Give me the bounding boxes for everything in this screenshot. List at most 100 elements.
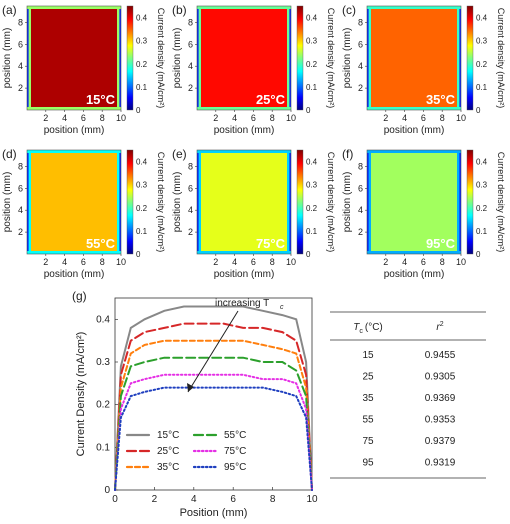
map-panel: (b) 25°C 2 4 6 8 10 position (mm) 2 4 6 8 position (… [172,3,336,136]
map-y-tick-label: 4 [188,61,193,71]
map-y-tick-label: 8 [18,17,23,27]
series-line [114,373,313,491]
map-y-tick-label: 2 [188,83,193,93]
map-x-axis-label: position (mm) [214,269,275,280]
map-x-tick-label: 10 [116,257,126,267]
table-cell-temp: 95 [362,458,374,469]
colorbar-tick-label: 0.1 [136,83,148,92]
map-x-tick-label: 10 [456,257,466,267]
map-y-tick-label: 4 [18,61,23,71]
map-y-tick-label: 6 [358,39,363,49]
map-edge-left [367,6,371,110]
colorbar [466,5,474,111]
map-x-tick-label: 8 [270,257,275,267]
map-x-axis-label: position (mm) [384,125,445,136]
map-x-axis-label: position (mm) [214,125,275,136]
map-edge-bottom [367,251,461,254]
colorbar-tick-label: 0 [306,106,311,115]
y-tick-label: 0.1 [96,442,110,453]
map-y-tick-label: 8 [188,161,193,171]
table-cell-r2: 0.9455 [425,350,456,361]
colorbar [466,149,474,255]
map-x-tick-label: 4 [232,113,237,123]
colorbar-tick-label: 0 [136,106,141,115]
map-edge-bottom [27,251,121,254]
map-y-tick-label: 8 [18,161,23,171]
map-x-tick-label: 2 [383,113,388,123]
map-panel: (d) 55°C 2 4 6 8 10 position (mm) 2 4 6 8 position (… [2,147,166,280]
map-edge-left-dark [367,150,369,254]
map-edge-left-dark [27,6,29,110]
map-frame [366,5,462,111]
colorbar-label: Current density (mA/cm²) [326,8,336,109]
map-y-tick-label: 6 [188,183,193,193]
y-tick-label: 0.4 [96,314,110,325]
series-line [114,386,313,491]
table-header-r2: r2 [436,321,443,333]
map-y-tick-label: 8 [358,17,363,27]
map-edge-left [27,6,31,110]
colorbar [126,5,134,111]
map-y-tick-label: 2 [18,227,23,237]
map-x-tick-label: 4 [402,257,407,267]
map-x-tick-label: 10 [116,113,126,123]
map-edge-right [117,6,121,110]
colorbar-tick-label: 0.2 [306,204,318,213]
map-temperature-label: 55°C [86,236,116,251]
map-x-tick-label: 4 [62,113,67,123]
map-frame [196,149,292,255]
map-area [367,6,461,110]
map-x-tick-label: 4 [402,113,407,123]
map-area [27,6,121,110]
map-edge-top [367,150,461,153]
map-edge-left [197,150,201,254]
map-y-tick-label: 6 [18,183,23,193]
colorbar-tick-label: 0.3 [136,181,148,190]
map-edge-bottom [367,107,461,110]
map-edge-bottom [197,107,291,110]
colorbar-tick-label: 0.3 [476,37,488,46]
map-edge-right [117,150,121,254]
panel-letter: (c) [342,3,356,17]
map-frame [26,149,122,255]
map-panel: (a) 15°C 2 4 6 8 10 position (mm) 2 4 6 8 position (… [2,3,166,136]
map-temperature-label: 95°C [426,236,456,251]
map-edge-bottom [197,251,291,254]
colorbar-tick-label: 0 [476,106,481,115]
map-edge-right [287,150,291,254]
map-edge-left-dark [197,6,199,110]
map-temperature-label: 35°C [426,92,456,107]
map-edge-top [197,150,291,153]
map-y-tick-label: 6 [188,39,193,49]
map-y-tick-label: 6 [18,39,23,49]
heatmap-grid: (a) 15°C 2 4 6 8 10 position (mm) 2 4 6 8 position (… [2,3,506,280]
map-edge-right-dark [289,150,291,254]
colorbar [126,149,134,255]
colorbar-tick-label: 0.1 [476,227,488,236]
map-y-tick-label: 2 [188,227,193,237]
map-x-tick-label: 4 [232,257,237,267]
map-x-tick-label: 6 [81,257,86,267]
colorbar-tick-label: 0.1 [306,83,318,92]
map-y-tick-label: 8 [188,17,193,27]
panel-letter: (a) [2,3,17,17]
table-cell-r2: 0.9353 [425,415,456,426]
map-edge-top [27,150,121,153]
colorbar-tick-label: 0.4 [306,158,318,167]
colorbar-tick-label: 0.2 [476,60,488,69]
table-cell-r2: 0.9319 [425,458,456,469]
colorbar-tick-label: 0.1 [476,83,488,92]
map-x-axis-label: position (mm) [44,269,105,280]
colorbar-tick-label: 0 [306,250,311,259]
map-panel: (c) 35°C 2 4 6 8 10 position (mm) 2 4 6 8 position (… [342,3,506,136]
colorbar-tick-label: 0.4 [136,14,148,23]
map-y-axis-label: position (mm) [342,28,353,89]
series-line [114,356,313,491]
colorbar-tick-label: 0.2 [476,204,488,213]
map-x-tick-label: 10 [456,113,466,123]
colorbar-tick-label: 0.2 [306,60,318,69]
x-axis-label: Position (mm) [180,507,248,519]
colorbar-label: Current density (mA/cm²) [496,8,506,109]
y-axis-label: Current Density (mA/cm²) [75,332,87,457]
